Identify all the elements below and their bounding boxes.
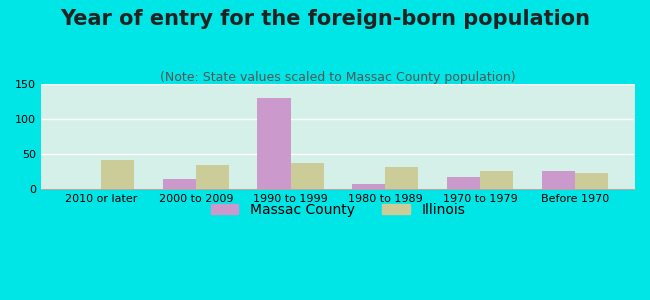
Bar — [162, 178, 196, 189]
Title: (Note: State values scaled to Massac County population): (Note: State values scaled to Massac Cou… — [160, 71, 515, 84]
Bar — [352, 184, 385, 189]
Text: Year of entry for the foreign-born population: Year of entry for the foreign-born popul… — [60, 9, 590, 29]
Bar — [291, 163, 324, 189]
Bar — [257, 98, 291, 189]
Bar — [196, 165, 229, 189]
Bar — [480, 171, 514, 189]
Bar — [385, 167, 419, 189]
Bar — [447, 177, 480, 189]
Legend: Massac County, Illinois: Massac County, Illinois — [205, 197, 471, 222]
Bar — [541, 171, 575, 189]
Bar — [575, 173, 608, 189]
Bar — [101, 160, 134, 189]
